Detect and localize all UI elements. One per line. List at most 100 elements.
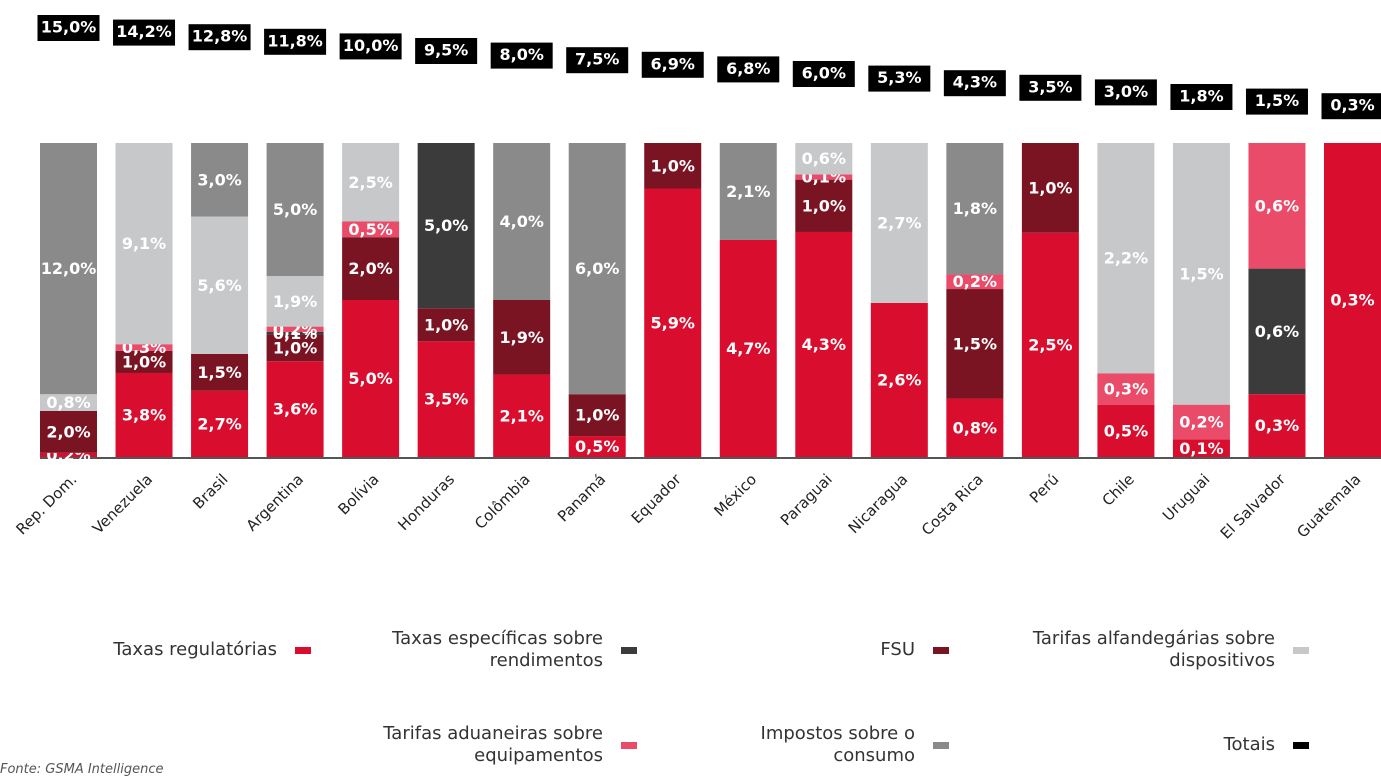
legend-swatch [295,647,311,654]
data-label: 2,1% [499,406,543,425]
data-label: 2,7% [877,213,921,232]
data-label: 1,5% [197,363,241,382]
legend-swatch [1293,647,1309,654]
total-label: 11,8% [267,31,323,50]
x-tick-label: Uruguai [1159,470,1213,524]
legend-swatch [933,742,949,749]
x-tick-label: El Salvador [1217,470,1290,543]
data-label: 1,8% [953,199,997,218]
total-label: 1,5% [1255,91,1299,110]
data-label: 4,7% [726,339,770,358]
x-tick-label: Honduras [394,470,458,534]
total-label: 14,2% [116,22,172,41]
data-label: 4,0% [499,212,543,231]
data-label: 5,9% [651,313,695,332]
legend-label: Tarifas alfandegárias sobre dispositivos [1015,628,1275,672]
total-label: 9,5% [424,41,468,60]
total-label: 3,5% [1028,77,1072,96]
total-label: 3,0% [1104,82,1148,101]
chart: 0,2% 2,0% 0,8% 12,0% 15,0% Rep. Dom. 3,8% 1,0% 0… [0,0,1381,600]
total-label: 10,0% [343,36,399,55]
legend-swatch [1293,742,1309,749]
data-label: 2,5% [348,173,392,192]
data-label: 2,5% [1028,335,1072,354]
legend-label: Totais [1075,734,1275,756]
data-label: 0,6% [1255,322,1299,341]
x-tick-label: Costa Rica [918,470,987,539]
data-label: 2,1% [726,182,770,201]
data-label: 3,6% [273,400,317,419]
legend-label: Taxas regulatórias [0,639,277,661]
x-tick-label: Equador [628,470,686,528]
total-label: 8,0% [499,45,543,64]
data-label: 0,5% [348,220,392,239]
total-label: 0,3% [1330,96,1374,115]
x-tick-label: Bolívia [335,470,383,518]
data-label: 3,5% [424,390,468,409]
data-label: 0,5% [575,437,619,456]
data-label: 5,0% [273,200,317,219]
x-tick-label: Argentina [243,470,307,534]
data-label: 5,6% [197,276,241,295]
data-label: 0,6% [802,149,846,168]
x-tick-label: Perú [1026,470,1062,506]
data-label: 3,0% [197,170,241,189]
total-label: 6,8% [726,59,770,78]
legend-label: Tarifas aduaneiras sobre equipamentos [373,723,603,767]
legend-swatch [621,647,637,654]
data-label: 1,0% [575,406,619,425]
data-label: 0,1% [1179,439,1223,458]
total-label: 1,8% [1179,87,1223,106]
total-label: 6,9% [651,54,695,73]
data-label: 5,0% [348,369,392,388]
x-tick-label: Chile [1099,470,1138,509]
x-tick-label: Guatemala [1293,470,1364,541]
data-label: 0,5% [1104,421,1148,440]
x-tick-label: Nicaragua [845,470,912,537]
total-label: 4,3% [953,73,997,92]
data-label: 0,3% [1104,379,1148,398]
data-label: 0,6% [1255,196,1299,215]
data-label: 1,9% [499,328,543,347]
total-label: 15,0% [41,18,97,37]
x-tick-label: Rep. Dom. [13,470,81,538]
legend-swatch [621,742,637,749]
x-tick-label: Paraguai [777,470,836,529]
data-label: 0,3% [1255,416,1299,435]
data-label: 0,3% [1330,291,1374,310]
x-tick-label: Venezuela [89,470,156,537]
data-label: 1,5% [1179,264,1223,283]
data-label: 2,6% [877,370,921,389]
x-tick-label: Colômbia [471,470,534,533]
data-label: 1,0% [651,156,695,175]
data-label: 1,0% [1028,178,1072,197]
legend-swatch [933,647,949,654]
legend-label: Impostos sobre o consumo [715,723,915,767]
total-label: 6,0% [802,64,846,83]
legend-label: FSU [635,639,915,661]
data-label: 1,5% [953,334,997,353]
data-label: 1,0% [802,196,846,215]
data-label: 0,8% [953,418,997,437]
total-label: 5,3% [877,68,921,87]
data-label: 0,2% [953,272,997,291]
data-label: 0,8% [46,393,90,412]
data-label: 5,0% [424,216,468,235]
data-label: 2,0% [46,422,90,441]
x-tick-label: Panamá [554,470,609,525]
data-label: 0,2% [1179,413,1223,432]
data-label: 9,1% [122,234,166,253]
x-tick-label: Brasil [189,470,231,512]
total-label: 12,8% [192,27,248,46]
data-label: 1,9% [273,292,317,311]
x-tick-label: México [711,470,761,520]
data-label: 2,0% [348,259,392,278]
data-label: 12,0% [41,259,97,278]
data-label: 1,0% [424,315,468,334]
data-label: 2,2% [1104,249,1148,268]
data-label: 6,0% [575,259,619,278]
data-label: 3,8% [122,405,166,424]
data-label: 4,3% [802,335,846,354]
data-label: 2,7% [197,414,241,433]
